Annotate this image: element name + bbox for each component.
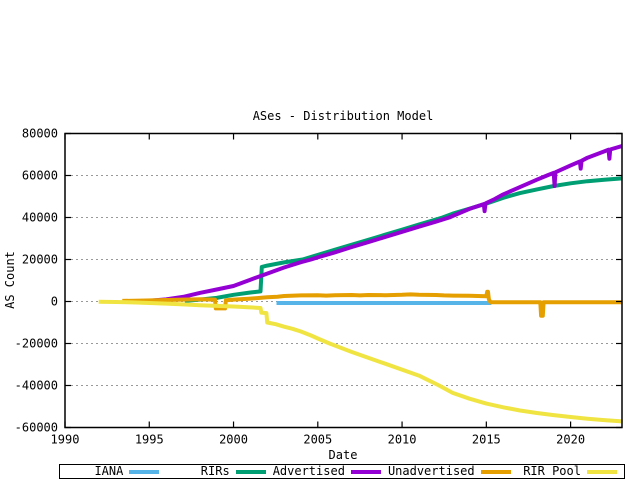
legend-label: Advertised <box>272 464 345 478</box>
series-line-advertised <box>142 144 622 304</box>
gridlines <box>66 175 621 386</box>
legend-item-advertised: Advertised <box>273 465 388 478</box>
y-tick-label: -60000 <box>15 421 58 435</box>
x-tick-label: 2020 <box>556 433 585 447</box>
legend-label: RIRs <box>200 464 230 478</box>
legend-item-iana: IANA <box>60 465 166 478</box>
series-line-rir-pool <box>98 299 622 424</box>
y-tick-label: 20000 <box>22 253 58 267</box>
legend-swatch <box>235 469 266 474</box>
x-axis-label: Date <box>329 448 358 462</box>
legend-item-rir-pool: RIR Pool <box>518 465 624 478</box>
plot-area: 800006000040000200000-20000-40000-600001… <box>3 109 623 462</box>
y-tick-label: 60000 <box>22 169 58 183</box>
tick-labels: 800006000040000200000-20000-40000-600001… <box>15 127 585 447</box>
legend: IANA RIRs Advertised Unadvertised RIR Pool <box>59 464 625 479</box>
y-axis-label: AS Count <box>3 251 17 309</box>
legend-label: IANA <box>94 464 124 478</box>
legend-label: RIR Pool <box>523 464 581 478</box>
legend-swatch <box>350 469 381 474</box>
y-tick-label: 40000 <box>22 211 58 225</box>
y-tick-label: -40000 <box>15 379 58 393</box>
series-line-rirs <box>184 176 622 303</box>
x-tick-label: 1995 <box>135 433 164 447</box>
axes-border <box>64 132 623 429</box>
chart-title: ASes - Distribution Model <box>253 109 434 123</box>
legend-label: Unadvertised <box>387 464 475 478</box>
x-tick-label: 2000 <box>219 433 248 447</box>
x-tick-label: 2005 <box>303 433 332 447</box>
legend-swatch <box>480 469 511 474</box>
y-tick-label: -20000 <box>15 337 58 351</box>
x-tick-label: 2015 <box>472 433 501 447</box>
y-tick-label: 0 <box>51 295 58 309</box>
x-tick-label: 2010 <box>388 433 417 447</box>
x-tick-label: 1990 <box>51 433 80 447</box>
series-line-unadvertised <box>122 289 622 318</box>
series-lines <box>98 144 622 424</box>
legend-swatch <box>586 469 617 474</box>
y-tick-label: 80000 <box>22 127 58 141</box>
legend-item-rirs: RIRs <box>166 465 272 478</box>
legend-item-unadvertised: Unadvertised <box>388 465 518 478</box>
legend-swatch <box>129 469 160 474</box>
plot-border <box>64 132 623 429</box>
